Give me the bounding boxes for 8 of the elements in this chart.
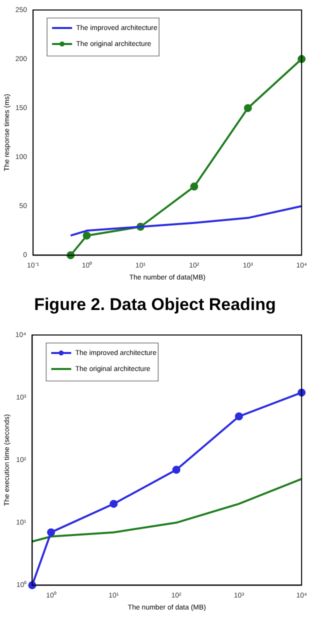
point xyxy=(47,528,56,536)
point xyxy=(110,500,118,508)
point xyxy=(190,182,198,191)
point xyxy=(234,412,243,420)
point xyxy=(82,232,91,240)
caption: Figure 2. Data Object Reading xyxy=(33,294,277,316)
point xyxy=(244,104,252,112)
point xyxy=(172,466,180,474)
